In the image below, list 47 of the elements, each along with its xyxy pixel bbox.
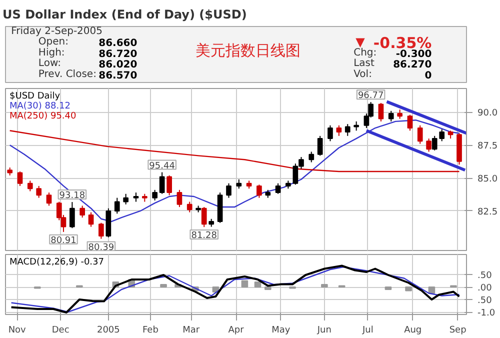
text: Open: [38,36,69,48]
text: Prev. Close: [38,68,96,80]
text: -0.300 [396,48,432,60]
y-tick-label: 90.0 [478,108,498,119]
annotation: 80.91 [50,236,76,246]
text: Vol: [354,68,372,80]
text: High: [38,47,65,58]
text: 86.720 [98,48,138,60]
annotation: 96.77 [358,91,384,102]
x-tick-label: May [272,326,291,336]
y-tick-label: .50 [478,296,492,306]
annotation: 93.18 [59,191,86,202]
text: Chg: [354,47,377,58]
x-tick-label: Feb [142,326,159,336]
chart-title: $USD Daily [10,92,61,102]
x-tick-label: Apr [228,326,244,336]
x-tick-label: Jul [361,326,374,336]
y-tick-label: 82.5 [478,207,498,218]
x-tick-label: Dec [52,326,70,336]
text: Friday 2-Sep-2005 [11,26,103,37]
y-tick-label: .00 [478,284,492,294]
x-tick-label: Nov [8,326,27,336]
y-tick-label: 85.0 [478,174,498,185]
text: ▼ [356,35,366,50]
text: 0 [424,70,432,82]
x-tick-label: Mar [182,326,200,336]
text: 86.020 [98,60,138,71]
x-tick-label: 2005 [96,326,120,336]
y-tick-label: -1.0 [478,308,496,318]
series-label: MA(250) 95.40 [10,112,77,122]
text: 86.660 [98,38,138,50]
text: US Dollar Index (End of Day) ($USD) [2,8,247,22]
text: 美元指数日线图 [196,41,301,60]
annotation: 95.44 [149,161,176,172]
x-tick-label: Sep [449,326,467,336]
text: 86.570 [98,70,138,82]
text: Last [354,58,375,70]
text: 86.270 [393,60,432,71]
x-tick-label: Jun [316,326,332,336]
annotation: 80.39 [88,242,114,253]
text: MA(30) 88.12 [10,102,71,112]
x-tick-label: Aug [404,326,422,336]
annotation: 81.28 [191,231,218,242]
y-tick-label: .50 [478,271,492,281]
text: MACD(12,26,9) -0.37 [10,258,104,268]
y-tick-label: 87.5 [478,142,498,152]
text: Low: [38,58,61,70]
